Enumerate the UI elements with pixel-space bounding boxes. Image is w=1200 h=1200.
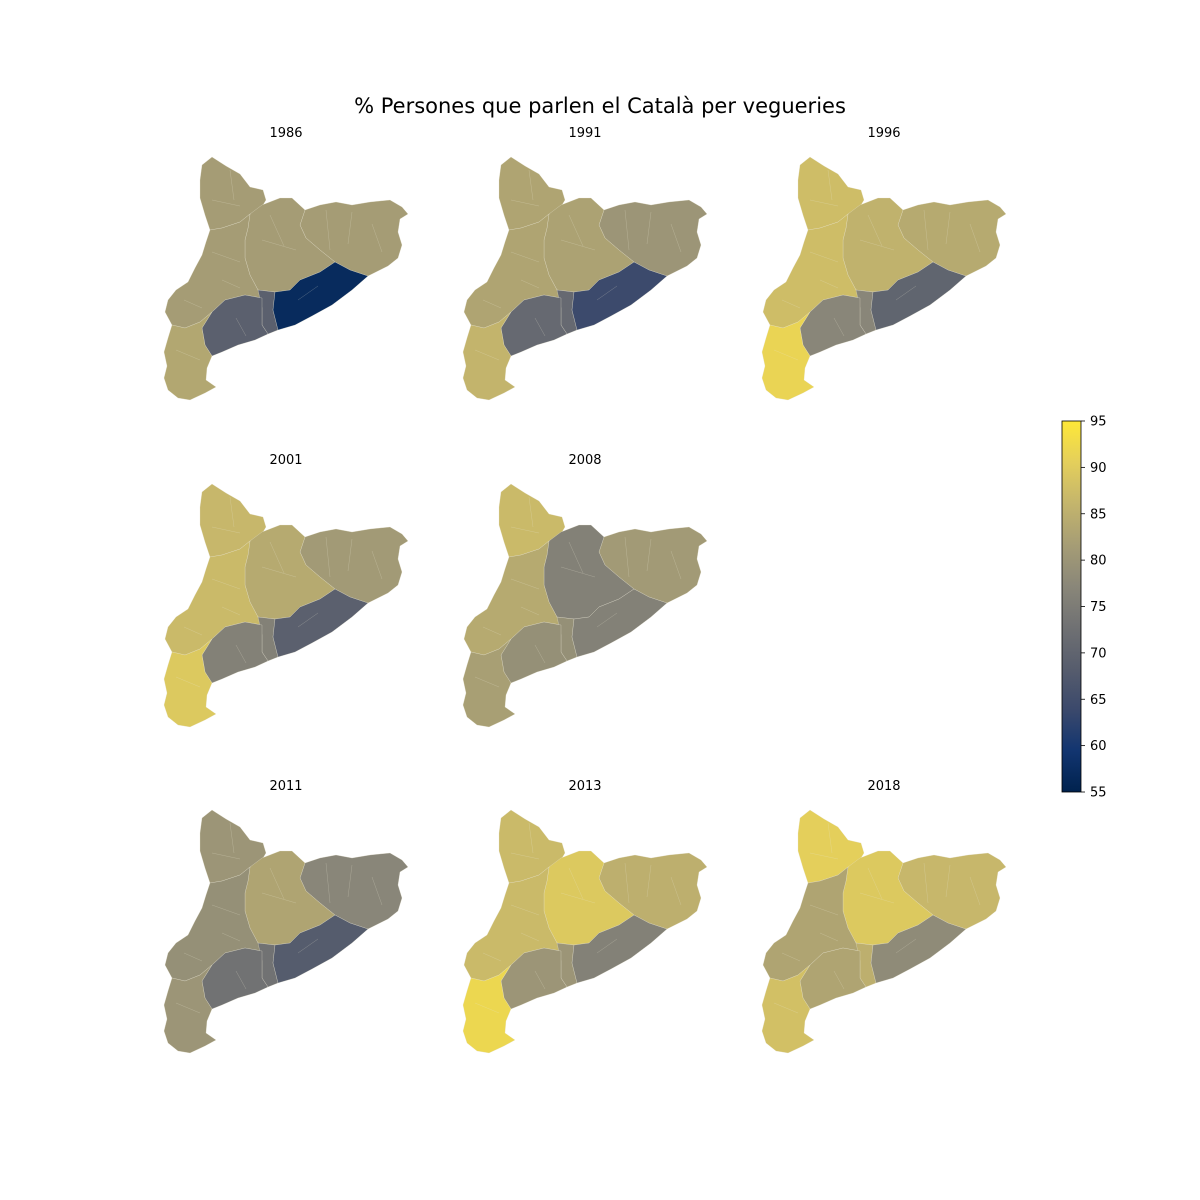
panel-title: 2013 bbox=[568, 779, 601, 794]
panel-title: 2008 bbox=[568, 453, 601, 468]
panel-title: 2011 bbox=[269, 779, 302, 794]
panel-title: 2018 bbox=[867, 779, 900, 794]
panel-title: 2001 bbox=[269, 453, 302, 468]
map-panel-2018: 2018 bbox=[761, 779, 1007, 1054]
colorbar-tick-label: 65 bbox=[1090, 693, 1107, 708]
colorbar-tick-label: 70 bbox=[1090, 646, 1107, 661]
colorbar-tick-label: 55 bbox=[1090, 786, 1107, 801]
map-panel-1996: 1996 bbox=[761, 126, 1007, 401]
map-panel-1991: 1991 bbox=[462, 126, 708, 401]
map-panel-2001: 2001 bbox=[163, 453, 409, 728]
map-panel-1986: 1986 bbox=[163, 126, 409, 401]
panel-title: 1986 bbox=[269, 126, 302, 141]
panel-title: 1991 bbox=[568, 126, 601, 141]
colorbar: 55 60 65 70 75 80 85 90 95 bbox=[1061, 415, 1107, 801]
map-panel-2008: 2008 bbox=[462, 453, 708, 728]
map-panels: 1986 1991 1996 2001 2008 2011 2013 2018 bbox=[163, 126, 1007, 1054]
colorbar-tick-label: 75 bbox=[1090, 600, 1107, 615]
colorbar-ticks: 55 60 65 70 75 80 85 90 95 bbox=[1081, 415, 1107, 801]
colorbar-tick-label: 95 bbox=[1090, 415, 1107, 430]
colorbar-tick-label: 90 bbox=[1090, 461, 1107, 476]
colorbar-gradient bbox=[1061, 420, 1082, 793]
panel-title: 1996 bbox=[867, 126, 900, 141]
colorbar-tick-label: 60 bbox=[1090, 739, 1107, 754]
map-panel-2013: 2013 bbox=[462, 779, 708, 1054]
figure-title: % Persones que parlen el Català per vegu… bbox=[354, 94, 846, 118]
colorbar-tick-label: 85 bbox=[1090, 507, 1107, 522]
colorbar-tick-label: 80 bbox=[1090, 554, 1107, 569]
map-panel-2011: 2011 bbox=[163, 779, 409, 1054]
